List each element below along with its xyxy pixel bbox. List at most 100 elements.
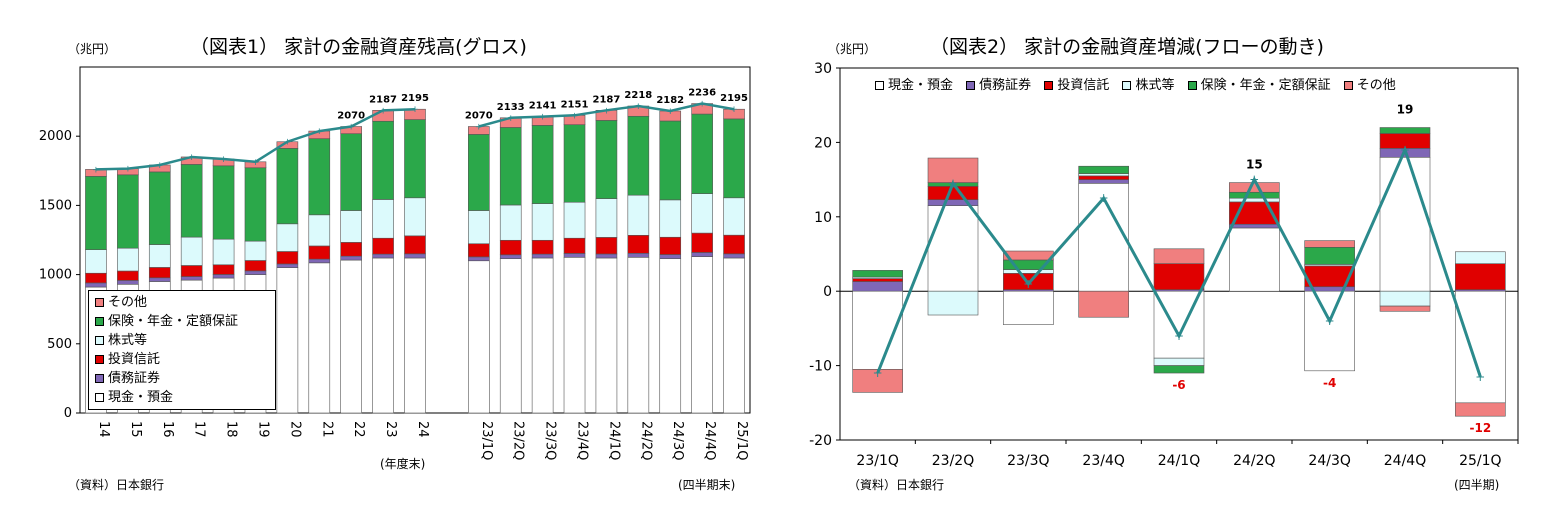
bar-segment-cash [1003, 290, 1054, 325]
bar-segment-cash [723, 257, 745, 414]
bar-segment-stocks [340, 210, 362, 243]
bar-segment-trusts [404, 235, 426, 255]
bar-segment-insurance [531, 125, 554, 204]
chart-1-svg: 0 500 1000 1500 2000 14 15 16 17 18 19 20 21 22 23 24 23… [39, 66, 751, 460]
legend-swatch [1122, 81, 1132, 90]
bar-segment-insurance [1153, 365, 1205, 374]
bar-segment-stocks [563, 201, 586, 239]
chart-panel-2: （兆円） （図表2） 家計の金融資産増減(フローの動き) -20 -10 0 10 20… [780, 0, 1560, 519]
bar-segment-stocks [627, 194, 650, 236]
chart-2-svg: -20 -10 0 10 20 30 23/1Q 23/2Q 23/3Q 23/4Q 24/1Q 24… [809, 61, 1519, 469]
total-marker: + [92, 165, 100, 175]
bar-segment-insurance [85, 176, 107, 250]
bar-segment-bonds [691, 252, 713, 257]
total-data-label: 2218 [624, 90, 652, 101]
total-data-label: 2151 [561, 99, 589, 110]
bar-segment-trusts [499, 239, 522, 256]
bar-segment-bonds [340, 255, 362, 261]
total-marker: + [1023, 277, 1033, 291]
bar-segment-stocks [276, 223, 299, 252]
bar-segment-bonds [852, 281, 903, 292]
bar-segment-insurance [372, 120, 394, 200]
y-tick-label: -20 [809, 433, 832, 449]
total-marker: + [507, 114, 515, 124]
y-axis-unit-2: （兆円） [828, 42, 877, 56]
bar-segment-insurance [1379, 127, 1431, 134]
bar-segment-stocks [1003, 269, 1054, 274]
bar-segment-trusts [244, 260, 267, 272]
bar-segment-insurance [595, 120, 618, 199]
x-tick-label: 14 [96, 421, 111, 438]
legend-item-bonds: 債務証券 [95, 369, 275, 388]
total-data-label: 19 [1397, 103, 1414, 117]
bar-segment-cash [308, 262, 331, 414]
bar-segment-stocks [927, 290, 979, 316]
period-label-2: (四半期) [1454, 478, 1500, 492]
total-marker: + [379, 106, 387, 116]
bar-segment-bonds [723, 253, 745, 259]
bar-segment-trusts [308, 245, 331, 260]
bar-segment-insurance [499, 127, 522, 206]
x-tick-label: 25/1Q [1459, 453, 1501, 469]
legend2-item-other: その他 [1343, 78, 1396, 93]
total-marker: + [316, 127, 324, 137]
x-tick-label: 24/3Q [670, 421, 685, 460]
bar-segment-bonds [117, 280, 139, 285]
total-marker: + [411, 105, 419, 115]
source-note-1: （資料）日本銀行 [68, 478, 165, 492]
legend-swatch [95, 298, 104, 307]
bar-segment-bonds [308, 258, 331, 264]
legend-swatch [1187, 81, 1197, 90]
legend-swatch [95, 374, 104, 383]
bar-segment-insurance [244, 167, 267, 242]
bar-segment-bonds [276, 263, 299, 268]
bar-segment-cash [372, 257, 394, 414]
bar-segment-stocks [468, 210, 490, 245]
chart-panel-1: （兆円） （図表1） 家計の金融資産残高(グロス) 0 500 1000 1500 20… [0, 0, 770, 519]
x-tick-label: 24/2Q [1233, 453, 1275, 469]
legend-item-insurance: 保険・年金・定額保証 [95, 312, 275, 331]
bar-segment-cash [1229, 227, 1280, 292]
legend-swatch [95, 336, 104, 345]
bar-segment-trusts [627, 234, 650, 254]
bar-segment-insurance [404, 119, 426, 199]
y-tick-label: 20 [814, 135, 832, 151]
total-marker: + [124, 165, 132, 175]
bar-segment-stocks [691, 193, 713, 234]
bar-segment-stocks [212, 238, 235, 266]
bar-segment-insurance [212, 165, 235, 240]
total-marker: + [730, 105, 738, 115]
bar-segment-trusts [117, 270, 139, 281]
bar-segment-cash [563, 256, 586, 414]
bar-segment-cash [595, 257, 618, 414]
period-quarterly-label: (四半期末) [678, 478, 736, 492]
total-data-label: 2236 [688, 88, 716, 99]
total-marker: + [284, 138, 292, 148]
legend2-item-insurance: 保険・年金・定額保証 [1187, 78, 1331, 93]
bar-segment-stocks [244, 240, 267, 261]
y-tick-label: 30 [814, 61, 832, 77]
x-tick-label: 18 [224, 421, 239, 438]
total-marker: + [252, 158, 260, 168]
total-marker: + [635, 102, 643, 112]
bar-segment-trusts [659, 236, 682, 255]
bar-segment-bonds [563, 253, 586, 258]
bar-segment-bonds [244, 270, 267, 275]
bar-segment-insurance [180, 164, 203, 238]
bar-segment-other [1153, 248, 1205, 264]
bar-segment-stocks [595, 198, 618, 238]
bar-segment-insurance [627, 115, 650, 196]
y-tick-label: 2000 [39, 129, 72, 144]
total-marker: + [539, 113, 547, 123]
bar-segment-cash [691, 256, 713, 414]
total-data-label: 2195 [401, 93, 429, 104]
x-tick-label: 24/4Q [1384, 453, 1426, 469]
y-tick-label: 0 [823, 284, 832, 300]
total-data-label: 2133 [497, 102, 525, 113]
bar-segment-cash [1455, 290, 1506, 404]
x-tick-label: 24/3Q [1308, 453, 1350, 469]
bar-segment-insurance [1229, 191, 1280, 199]
bar-segment-trusts [1078, 175, 1129, 180]
total-data-label: -6 [1172, 378, 1185, 392]
bar-segment-cash [1304, 290, 1355, 372]
